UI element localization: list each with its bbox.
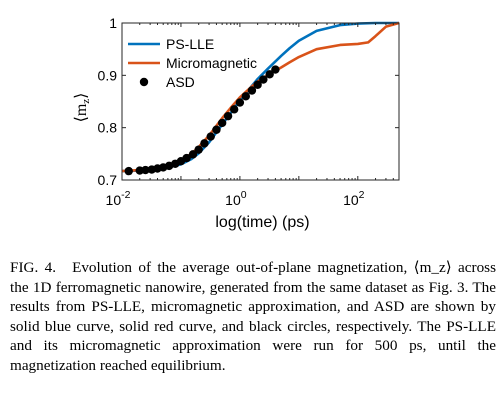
data-point-asd xyxy=(247,86,257,95)
data-point-asd xyxy=(188,150,198,159)
legend-label-micromagnetic: Micromagnetic xyxy=(166,55,257,71)
data-point-asd xyxy=(271,65,280,74)
y-tick-label: 1 xyxy=(109,15,117,31)
series-line-micromagnetic xyxy=(121,21,400,173)
data-point-asd xyxy=(182,153,191,163)
y-tick-label: 0.9 xyxy=(98,67,118,83)
plot-area: 10-2 100 102 0.7 0.8 0.9 1 log(time) (ps) ⟨mz⟩ PS… xyxy=(73,15,400,231)
x-tick-label: 100 xyxy=(225,189,247,208)
legend-marker-asd xyxy=(139,77,149,87)
data-point-asd xyxy=(194,145,203,154)
data-point-asd xyxy=(124,166,133,176)
data-point-asd xyxy=(200,139,209,148)
figure-caption: FIG. 4. Evolution of the average out-of-p… xyxy=(10,258,496,376)
data-point-asd xyxy=(235,98,245,107)
data-point-asd xyxy=(265,70,274,79)
x-tick-label: 102 xyxy=(343,189,365,208)
axes-box xyxy=(121,22,400,181)
y-axis-label: ⟨mz⟩ xyxy=(73,93,92,123)
data-point-asd xyxy=(229,105,239,114)
data-point-asd xyxy=(217,118,227,128)
data-point-asd xyxy=(212,125,221,134)
data-point-asd xyxy=(259,75,268,84)
legend-label-asd: ASD xyxy=(166,74,195,90)
data-point-asd xyxy=(141,165,150,175)
x-axis-label: log(time) (ps) xyxy=(215,214,309,231)
legend: PS-LLE Micromagnetic ASD xyxy=(128,36,257,90)
data-point-asd xyxy=(223,111,233,121)
caption-text: Evolution of the average out-of-plane ma… xyxy=(10,259,496,374)
y-tick-label: 0.8 xyxy=(98,120,118,136)
data-point-asd xyxy=(241,92,251,101)
x-tick-label: 10-2 xyxy=(106,189,131,208)
legend-label-ps-lle: PS-LLE xyxy=(166,36,214,52)
y-tick-label: 0.7 xyxy=(98,172,118,188)
data-point-asd xyxy=(253,80,262,89)
magnetization-chart: 10-2 100 102 0.7 0.8 0.9 1 log(time) (ps) ⟨mz⟩ PS… xyxy=(73,15,400,231)
data-point-asd xyxy=(206,132,215,141)
figure-label: FIG. 4. xyxy=(10,259,57,276)
